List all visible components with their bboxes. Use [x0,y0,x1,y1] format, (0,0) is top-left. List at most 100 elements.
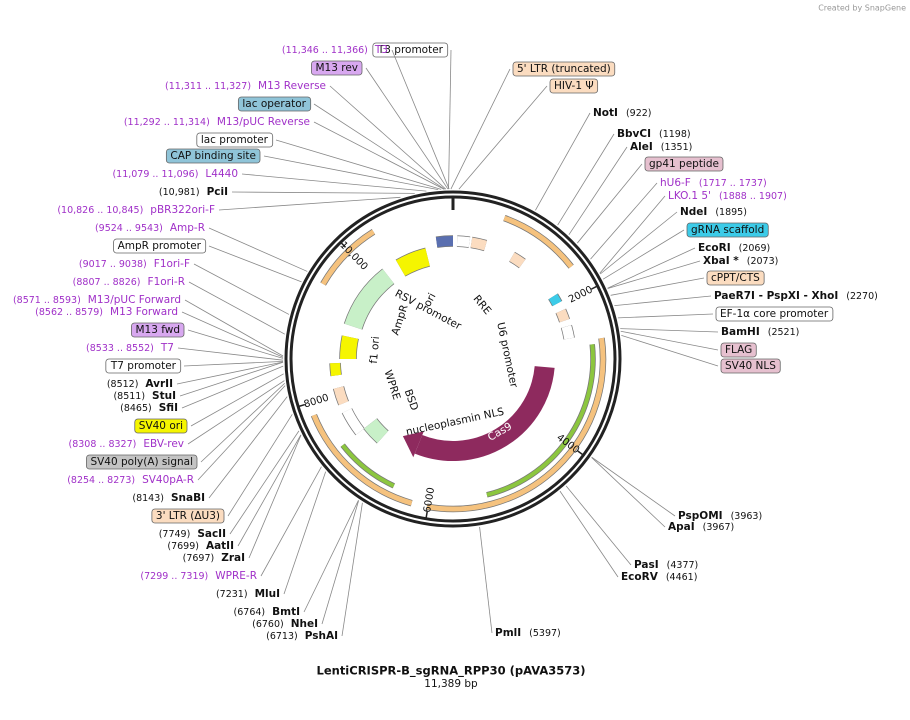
site-label: (9017 .. 9038) F1ori-F [79,258,190,270]
site-name: ZraI [221,552,245,564]
map-label: AleI (1351) [568,141,692,235]
site-label: (7749) SacII [159,528,226,540]
site-position: (8807 .. 8826) [73,277,141,288]
map-label: (7231) MluI [216,471,327,600]
map-label: cPPT/CTS [610,270,765,296]
cas9-arc [414,365,555,461]
site-label: (8533 .. 8552) T7 [86,342,174,354]
feature-box [372,42,449,58]
map-label: LKO.1 5' (1888 .. 1907) [599,190,787,274]
site-name: PspOMI [678,510,723,522]
leader-line [208,396,288,499]
feature-box [720,358,781,374]
site-label: (11,292 .. 11,314) M13/pUC Reverse [124,116,310,128]
site-name: EcoRV [621,571,659,583]
site-position: (8562 .. 8579) [35,307,103,318]
map-label: (8512) AvrII [107,361,284,390]
feature-arc [320,229,375,286]
map-label: PaeR7I - PspXI - XhoI (2270) [614,290,878,307]
site-position: (9524 .. 9543) [95,223,163,234]
site-name: F1ori-R [148,276,185,288]
site-name: BamHI [721,326,760,338]
ring-tick [577,450,584,456]
feature-arc [556,308,570,323]
feature-arc [363,418,389,443]
cas9-arrowhead [402,431,424,458]
feature-name: gRNA scaffold [691,224,764,236]
map-label: (9017 .. 9038) F1ori-F [79,258,290,315]
leader-line [599,195,666,274]
site-label: NdeI (1895) [680,206,747,218]
map-label: (8571 .. 8593) M13/pUC Forward [13,294,284,357]
site-name: NdeI [680,206,707,218]
site-label: hU6-F (1717 .. 1737) [660,177,767,189]
feature-box [706,270,765,286]
map-label: EcoRI (2069) [607,242,770,289]
map-label: T3 promoter [372,42,452,190]
leader-line [365,67,449,190]
map-label: (6760) NheI [252,500,360,630]
feature-box [720,342,757,358]
site-label: (11,346 .. 11,366) T3 [282,44,388,56]
ring-tick [591,285,598,290]
site-label: (7231) MluI [216,588,280,600]
feature-arc [509,252,526,268]
leader-line [602,229,685,280]
site-position: (11,292 .. 11,314) [124,117,210,128]
site-position: (6760) [252,619,284,630]
leader-line [190,373,284,427]
site-position: (1895) [715,207,747,218]
map-label: BamHI (2521) [620,326,799,338]
ring-tick-label: 8000 [303,393,331,411]
feature-box [196,132,274,148]
site-name: T3 [374,44,388,56]
map-label: (11,346 .. 11,366) T3 [282,44,450,190]
map-label: (10,826 .. 10,845) pBR322ori-F [57,196,401,216]
site-position: (1198) [659,129,691,140]
site-name: M13/pUC Forward [88,294,181,306]
leader-line [263,155,439,191]
ring-tick [297,403,306,408]
site-label: BamHI (2521) [721,326,799,338]
site-position: (7697) [183,553,215,564]
site-name: XbaI * [703,255,739,267]
leader-line [557,133,615,226]
site-position: (3967) [703,522,735,533]
site-position: (8254 .. 8273) [67,475,135,486]
site-position: (11,346 .. 11,366) [282,45,368,56]
map-label: (8308 .. 8327) EBV-rev [69,380,285,450]
leader-line [187,380,285,445]
map-label: (7699) AatII [167,434,302,552]
feature-arc [341,443,395,488]
leader-line [577,163,643,244]
feature-name: gp41 peptide [649,158,719,170]
site-name: hU6-F [660,177,691,189]
site-label: ApaI (3967) [668,521,734,533]
leader-line [229,430,300,535]
map-label: FLAG [620,330,757,358]
leader-line [183,360,284,367]
map-label: CAP binding site [165,148,439,191]
map-label: (7697) ZraI [183,434,302,564]
site-position: (11,079 .. 11,096) [112,169,198,180]
site-position: (8308 .. 8327) [69,439,137,450]
feature-name: lac operator [242,98,306,110]
map-label: (7299 .. 7319) WPRE-R [140,466,322,582]
leader-line [231,191,415,194]
ring-tick-label: 2000 [567,284,595,305]
feature-box [311,60,363,76]
feature-arc [426,337,606,512]
feature-label: f1 ori [368,336,382,364]
map-label: EF-1α core promoter [617,306,834,322]
site-name: AvrII [145,378,173,390]
site-label: (8254 .. 8273) SV40pA-R [67,474,194,486]
leader-line [218,196,401,211]
site-name: MluI [255,588,280,600]
leader-line [607,247,696,289]
leader-line [614,295,712,307]
feature-name: CAP binding site [170,150,256,162]
site-position: (7299 .. 7319) [140,571,208,582]
site-label: (10,826 .. 10,845) pBR322ori-F [57,204,215,216]
site-position: (922) [626,108,652,119]
